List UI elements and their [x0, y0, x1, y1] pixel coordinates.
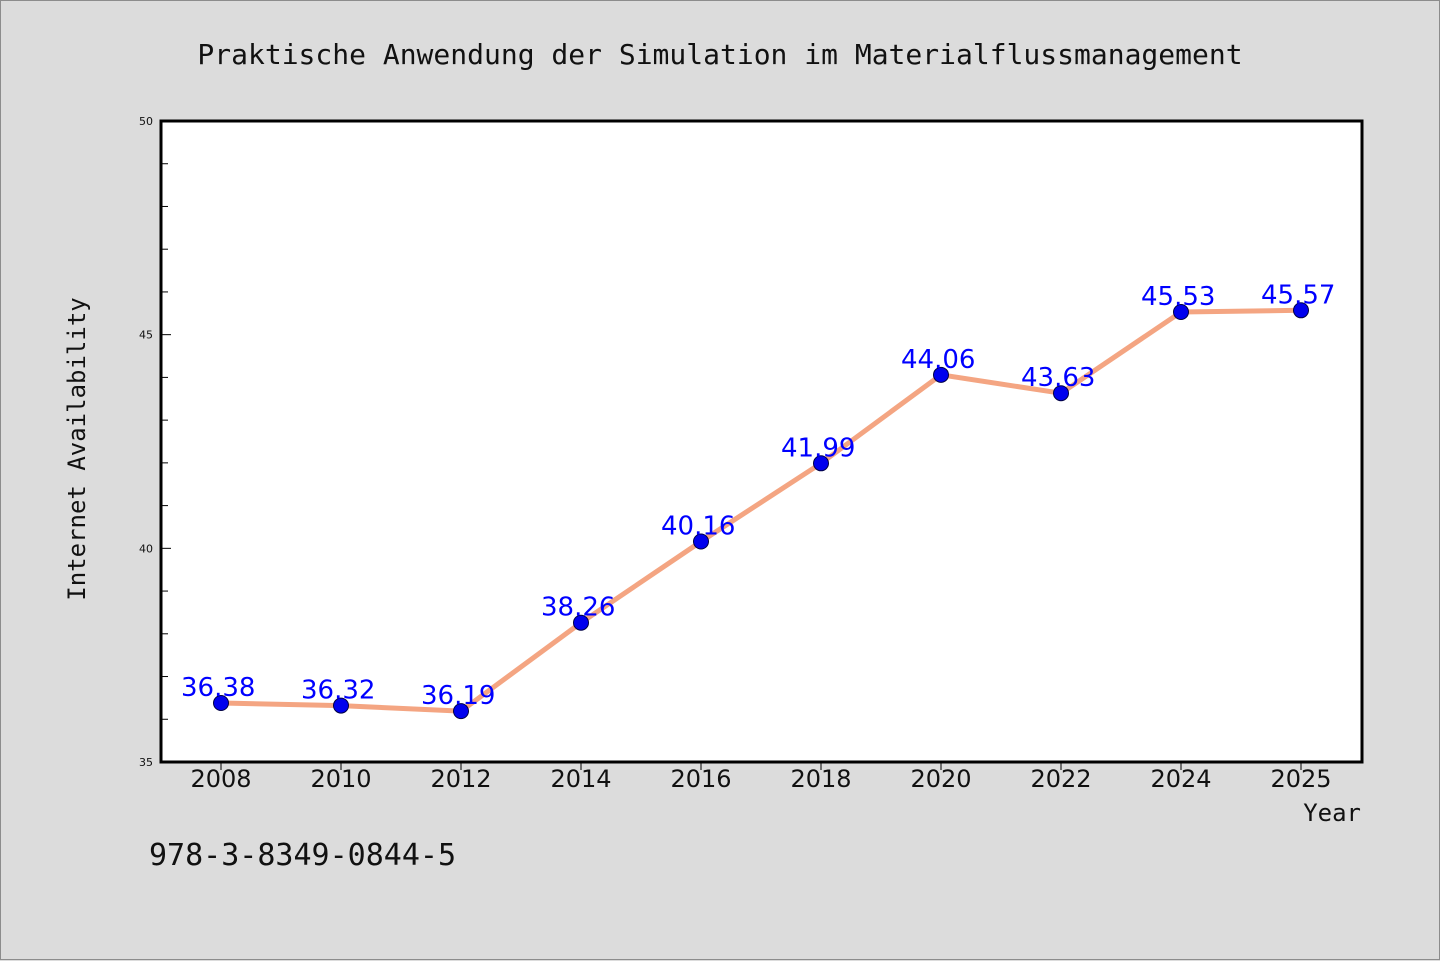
y-axis: 35 40 45 50 — [139, 115, 171, 769]
x-tick-label: 2016 — [670, 765, 731, 793]
y-axis-label: Internet Availability — [63, 297, 91, 600]
y-tick-label: 45 — [139, 329, 153, 342]
x-tick-label: 2024 — [1150, 765, 1211, 793]
x-tick-label: 2014 — [550, 765, 611, 793]
data-label: 45.53 — [1141, 282, 1215, 312]
data-point-marker — [933, 366, 949, 383]
x-tick-label: 2008 — [190, 765, 251, 793]
data-point-marker — [1173, 304, 1189, 321]
x-tick-label: 2022 — [1030, 765, 1091, 793]
data-label: 38.26 — [541, 593, 615, 623]
data-label: 43.63 — [1021, 363, 1095, 393]
data-point-marker — [333, 697, 349, 714]
x-tick-label: 2025 — [1270, 765, 1331, 793]
data-point-marker — [573, 614, 589, 631]
series-line — [218, 307, 1304, 714]
y-tick-label: 35 — [139, 756, 153, 769]
data-point-marker — [453, 703, 469, 720]
data-point-marker — [693, 533, 709, 550]
series-line-group: 36.38 36.32 36.19 38.26 40.16 41.99 44.06 43.63… — [181, 280, 1335, 720]
x-axis-label: Year — [1303, 799, 1361, 827]
plot-area — [159, 119, 1364, 764]
data-label: 36.32 — [301, 676, 375, 706]
data-point-marker — [1053, 385, 1069, 402]
data-label: 44.06 — [901, 345, 975, 375]
y-tick-label: 40 — [139, 542, 153, 555]
data-point-marker — [213, 695, 229, 712]
y-tick-label: 50 — [139, 115, 153, 128]
x-axis: 2008 2010 2012 2014 2016 2018 2020 2022 2024 2025 — [190, 762, 1332, 793]
data-label: 36.19 — [421, 681, 495, 711]
x-tick-label: 2012 — [430, 765, 491, 793]
x-tick-label: 2018 — [790, 765, 851, 793]
data-label: 45.57 — [1261, 280, 1335, 310]
isbn-footnote: 978-3-8349-0844-5 — [149, 838, 456, 873]
data-point-marker — [1293, 302, 1309, 319]
data-point-marker — [813, 455, 829, 472]
data-label: 41.99 — [781, 433, 855, 463]
x-tick-label: 2020 — [910, 765, 971, 793]
data-label: 40.16 — [661, 511, 735, 541]
chart-title: Praktische Anwendung der Simulation im M… — [197, 38, 1242, 71]
data-label: 36.38 — [181, 673, 255, 703]
x-tick-label: 2010 — [310, 765, 371, 793]
